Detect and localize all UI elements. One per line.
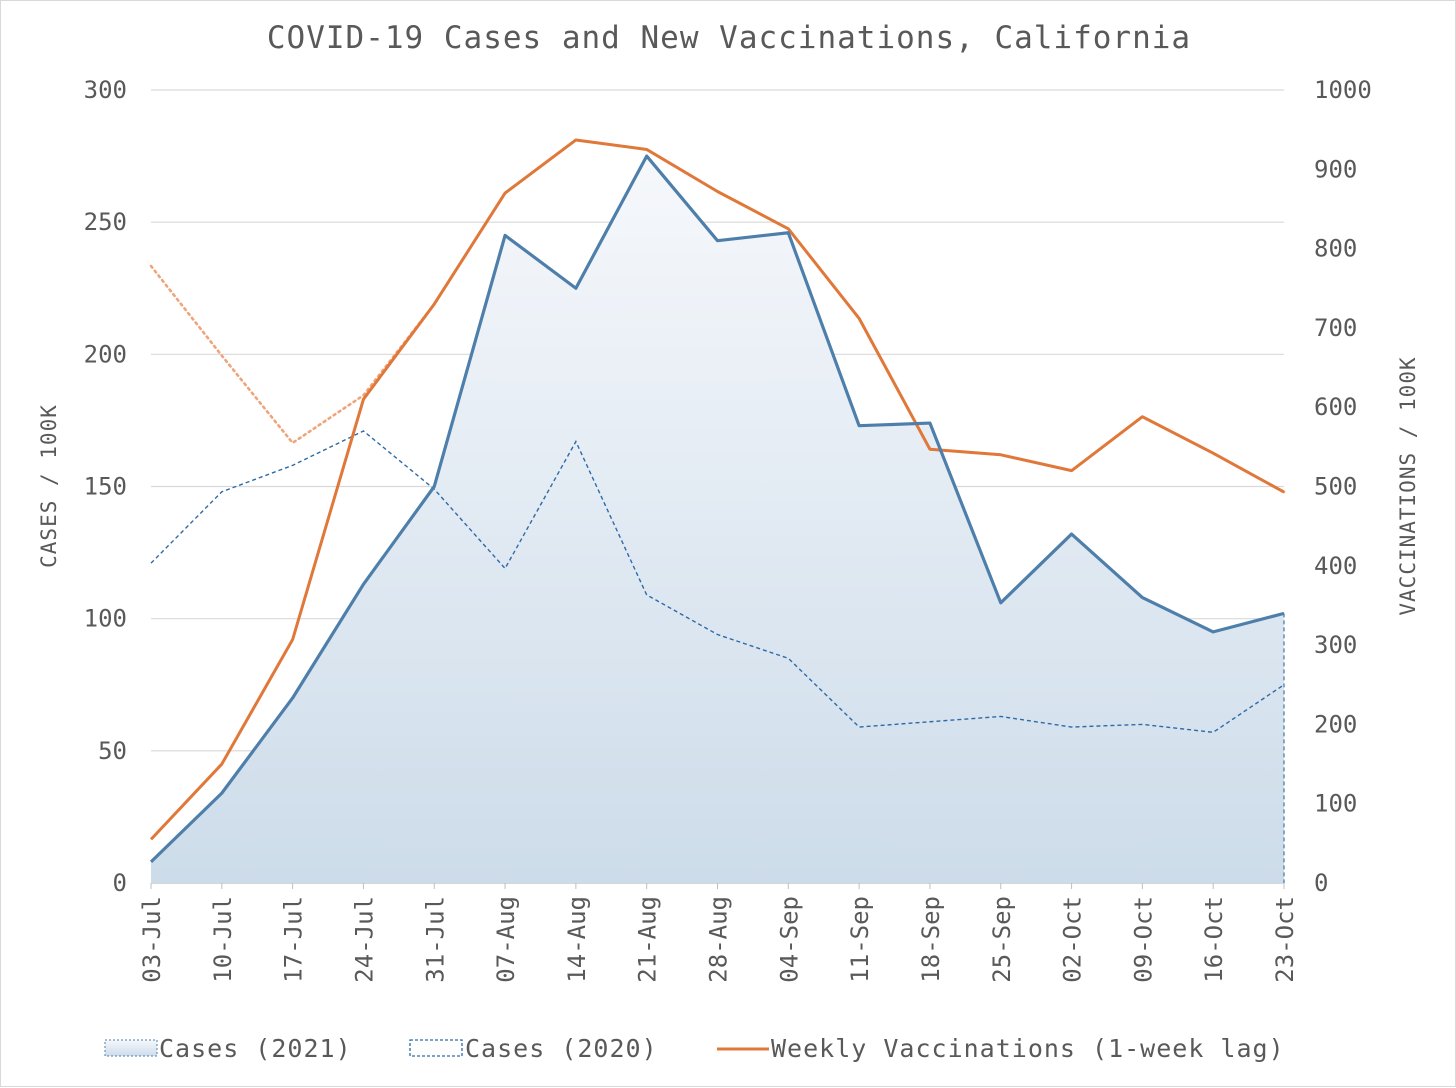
right-tick-label: 300: [1314, 631, 1357, 659]
left-tick-label: 100: [84, 605, 127, 633]
left-tick-label: 300: [84, 76, 127, 104]
right-tick-label: 600: [1314, 393, 1357, 421]
left-tick-label: 250: [84, 208, 127, 236]
right-tick-label: 200: [1314, 710, 1357, 738]
vaccinations-line: [149, 138, 1285, 841]
x-tick-label: 24-Jul: [350, 896, 378, 983]
left-tick-label: 200: [84, 340, 127, 368]
x-tick-label: 09-Oct: [1129, 896, 1157, 983]
right-tick-label: 900: [1314, 155, 1357, 183]
x-tick-label: 18-Sep: [917, 896, 945, 983]
right-axis-title: VACCINATIONS / 100K: [1396, 356, 1420, 615]
x-tick-label: 31-Jul: [421, 896, 449, 983]
x-axis-tick-labels: 03-Jul 10-Jul 17-Jul 24-Jul 31-Jul 07-Aug 14-A…: [138, 896, 1299, 983]
right-tick-label: 1000: [1314, 76, 1372, 104]
left-axis-tick-labels: 0 50 100 150 200 250 300: [84, 76, 127, 897]
x-tick-label: 23-Oct: [1271, 896, 1299, 983]
right-tick-label: 800: [1314, 235, 1357, 263]
x-tick-label: 04-Sep: [775, 896, 803, 983]
left-tick-label: 0: [113, 869, 127, 897]
x-tick-label: 14-Aug: [563, 896, 591, 983]
x-tick-label: 25-Sep: [988, 896, 1016, 983]
legend-swatch-cases-2021: [104, 1039, 158, 1057]
x-tick-label: 02-Oct: [1059, 896, 1087, 983]
legend: Cases (2021) Cases (2020) Weekly Vaccinati…: [104, 1034, 1285, 1063]
right-tick-label: 400: [1314, 552, 1357, 580]
legend-label-vaccinations: Weekly Vaccinations (1-week lag): [771, 1034, 1285, 1063]
x-tick-label: 16-Oct: [1200, 896, 1228, 983]
x-tick-label: 11-Sep: [846, 896, 874, 983]
x-tick-label: 28-Aug: [705, 896, 733, 983]
right-tick-label: 500: [1314, 473, 1357, 501]
right-axis-tick-labels: 0 100 200 300 400 500 600 700 800 900 1000: [1314, 76, 1372, 897]
x-tick-label: 10-Jul: [209, 896, 237, 983]
left-axis-title: CASES / 100K: [37, 404, 61, 568]
cases-2021-area: [151, 156, 1284, 884]
series-lines-layer: [149, 138, 1286, 864]
right-tick-label: 700: [1314, 314, 1357, 342]
right-tick-label: 0: [1314, 869, 1328, 897]
legend-label-cases-2021: Cases (2021): [159, 1034, 352, 1063]
left-tick-label: 150: [84, 473, 127, 501]
cases-2021-area-layer: [151, 156, 1285, 884]
legend-label-cases-2020: Cases (2020): [465, 1034, 658, 1063]
legend-swatch-cases-2020: [409, 1039, 463, 1057]
x-tick-label: 07-Aug: [492, 896, 520, 983]
x-tick-label: 03-Jul: [138, 896, 166, 983]
x-tick-label: 17-Jul: [280, 896, 308, 983]
cases-2021-line: [149, 154, 1285, 864]
x-tick-label: 21-Aug: [634, 896, 662, 983]
right-tick-label: 100: [1314, 790, 1357, 818]
vaccinations-dotted-line: [149, 138, 1286, 494]
chart-title: COVID-19 Cases and New Vaccinations, Cal…: [267, 20, 1191, 56]
cases-2020-line: [150, 430, 1285, 734]
left-tick-label: 50: [98, 737, 127, 765]
